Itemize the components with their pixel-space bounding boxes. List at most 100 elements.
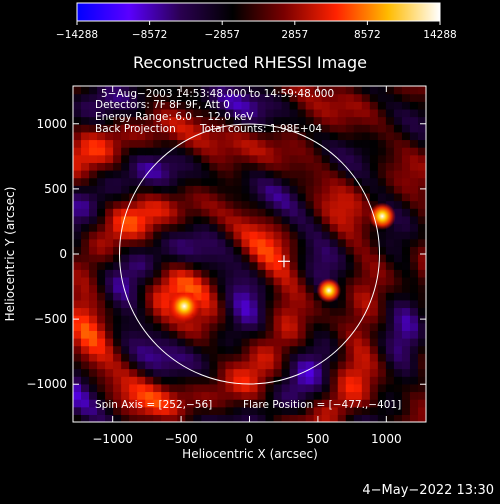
flare-source [316,278,342,303]
heatmap-cell [137,131,146,141]
heatmap-cell [97,353,106,362]
heatmap-cell [113,299,122,309]
heatmap-cell [249,338,259,347]
heatmap-cell [353,223,363,232]
heatmap-cell [329,330,339,339]
heatmap-cell [353,414,363,422]
heatmap-cell [281,338,291,347]
heatmap-cell [329,345,339,354]
heatmap-cell [241,170,251,179]
heatmap-cell [137,399,146,408]
heatmap-cell [369,360,379,370]
heatmap-cell [273,338,283,347]
heatmap-cell [345,131,355,141]
heatmap-cell [361,108,371,118]
heatmap-cell [345,231,355,240]
heatmap-cell [369,307,379,316]
heatmap-cell [121,147,130,156]
heatmap-cell [193,406,202,415]
heatmap-cell [385,399,395,408]
heatmap-cell [273,330,283,339]
heatmap-cell [273,284,283,293]
heatmap-cell [417,108,426,118]
heatmap-cell [369,376,379,385]
heatmap-cell [273,322,283,331]
heatmap-cell [273,307,283,316]
heatmap-cell [345,86,355,95]
heatmap-cell [89,162,98,171]
heatmap-cell [89,284,98,293]
heatmap-cell [345,330,355,339]
heatmap-cell [73,139,82,148]
heatmap-cell [273,124,283,133]
heatmap-cell [201,147,210,156]
heatmap-cell [377,246,387,255]
heatmap-cell [337,231,347,240]
heatmap-cell [113,223,122,232]
heatmap-cell [257,185,267,194]
heatmap-cell [305,391,315,400]
heatmap-cell [209,131,219,141]
heatmap-cell [337,406,347,415]
heatmap-cell [209,185,219,194]
heatmap-cell [129,353,138,362]
heatmap-cell [337,170,347,179]
heatmap-cell [401,345,411,354]
heatmap-cell [81,215,90,225]
heatmap-cell [369,330,379,339]
heatmap-cell [281,223,291,232]
heatmap-cell [369,299,379,309]
heatmap-cell [377,330,387,339]
heatmap-cell [353,93,363,102]
heatmap-cell [257,292,267,301]
heatmap-cell [345,200,355,209]
annotation-spin-axis: Spin Axis = [252,−56] [95,399,212,411]
heatmap-cell [73,185,82,194]
heatmap-cell [265,215,275,225]
heatmap-cell [289,124,299,133]
heatmap-cell [417,93,426,102]
heatmap-cell [193,376,202,385]
heatmap-cell [281,261,291,270]
heatmap-cell [321,353,331,362]
heatmap-cell [369,93,379,102]
heatmap-cell [369,185,379,194]
heatmap-cell [401,353,411,362]
heatmap-cell [393,147,403,156]
heatmap-cell [201,307,210,316]
heatmap-cell [401,360,411,370]
heatmap-cell [73,200,82,209]
heatmap-cell [169,215,178,225]
heatmap-cell [233,338,243,347]
heatmap-cell [161,246,170,255]
heatmap-cell [129,116,138,125]
heatmap-cell [169,345,178,354]
heatmap-cell [249,139,259,148]
heatmap-cell [89,170,98,179]
heatmap-cell [249,200,259,209]
heatmap-cell [385,93,395,102]
heatmap-cell [417,338,426,347]
heatmap-cell [305,162,315,171]
heatmap-cell [169,86,178,95]
heatmap-cell [193,101,202,110]
heatmap-cell [177,276,186,286]
heatmap-cell [337,101,347,110]
heatmap-cell [369,315,379,324]
heatmap-cell [353,299,363,309]
heatmap-cell [73,292,82,301]
heatmap-cell [249,192,259,202]
heatmap-cell [209,86,219,95]
heatmap-cell [209,399,219,408]
heatmap-cell [385,177,395,186]
heatmap-cell [369,162,379,171]
heatmap-cell [265,315,275,324]
heatmap-cell [305,170,315,179]
heatmap-cell [97,108,106,118]
heatmap-cell [193,93,202,102]
heatmap-cell [105,261,114,270]
heatmap-cell [361,360,371,370]
heatmap-cell [161,231,170,240]
heatmap-cell [97,185,106,194]
